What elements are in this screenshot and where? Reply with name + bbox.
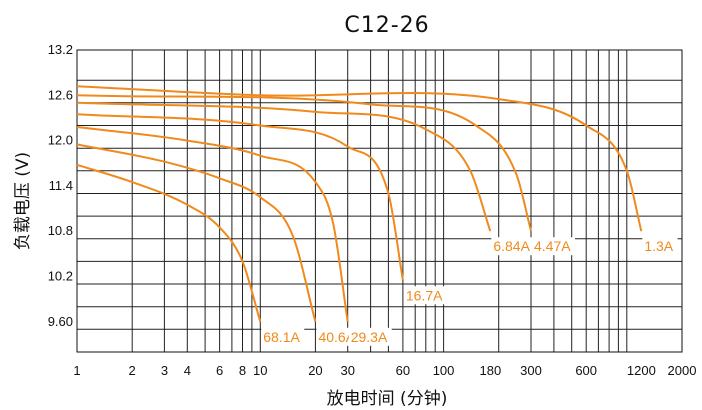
y-tick-labels: 13.2 12.6 12.0 11.4 10.8 10.2 9.60 [48,42,73,329]
curve-label-bg [491,237,535,256]
x-tick-label: 100 [433,363,455,378]
discharge-curve [76,113,404,281]
discharge-curve [76,94,532,232]
discharge-curves [76,85,643,323]
discharge-curve [76,126,349,322]
curve-label-bg [316,327,360,346]
curve-label-bg [348,327,392,346]
y-tick-label: 9.60 [48,314,73,329]
curve-label-bg [403,286,447,305]
x-tick-label: 300 [520,363,542,378]
x-tick-label: 20 [308,363,322,378]
x-tick-label: 180 [479,363,501,378]
chart-title: C12-26 [344,13,429,38]
x-tick-label: 6 [216,363,223,378]
curve-label: 29.3A [351,329,388,345]
discharge-curve [76,143,317,323]
curve-label: 1.3A [644,238,673,254]
curve-label: 16.7A [406,287,443,303]
y-tick-label: 10.2 [48,269,73,284]
y-tick-label: 12.0 [48,133,73,148]
x-tick-label: 1200 [627,363,656,378]
y-tick-label: 12.6 [48,87,73,102]
x-tick-label: 3 [161,363,168,378]
curve-label: 40.6A [318,329,355,345]
curve-label-bg [642,237,678,256]
x-tick-label: 2000 [668,363,697,378]
curve-label-bg [261,327,305,346]
curve-label: 6.84A [493,238,530,254]
y-tick-label: 11.4 [49,178,73,193]
x-tick-label: 4 [184,363,191,378]
y-tick-label: 10.8 [48,223,73,238]
x-tick-label: 1 [73,363,80,378]
x-tick-label: 60 [396,363,410,378]
x-tick-label: 600 [575,363,597,378]
x-tick-label: 10 [253,363,267,378]
x-tick-labels: 1 2 3 4 6 8 10 20 30 60 100 180 300 600 1200 2000 [73,363,696,378]
x-tick-label: 8 [239,363,246,378]
grid [77,50,682,352]
x-tick-label: 30 [340,363,354,378]
discharge-curve [76,85,643,232]
x-axis-label: 放电时间 (分钟) [327,389,448,409]
curve-label: 68.1A [263,329,300,345]
y-axis-label: 负载电压 (V) [13,152,33,250]
x-tick-label: 2 [129,363,136,378]
curve-label-bg [531,237,575,256]
discharge-curve [76,101,492,232]
plot-frame [76,49,683,353]
curve-label: 4.47A [534,238,571,254]
y-tick-label: 13.2 [48,42,73,57]
discharge-curve [76,163,262,323]
